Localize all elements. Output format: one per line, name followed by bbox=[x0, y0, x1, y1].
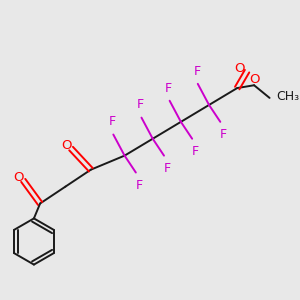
Text: O: O bbox=[13, 170, 23, 184]
Text: O: O bbox=[234, 62, 244, 75]
Text: O: O bbox=[249, 73, 260, 85]
Text: F: F bbox=[109, 115, 116, 128]
Text: CH₃: CH₃ bbox=[276, 90, 299, 103]
Text: O: O bbox=[61, 139, 71, 152]
Text: F: F bbox=[136, 179, 143, 192]
Text: F: F bbox=[192, 145, 199, 158]
Text: F: F bbox=[164, 162, 171, 175]
Text: F: F bbox=[220, 128, 227, 141]
Text: F: F bbox=[194, 64, 200, 78]
Text: F: F bbox=[137, 98, 144, 111]
Text: F: F bbox=[165, 82, 172, 94]
